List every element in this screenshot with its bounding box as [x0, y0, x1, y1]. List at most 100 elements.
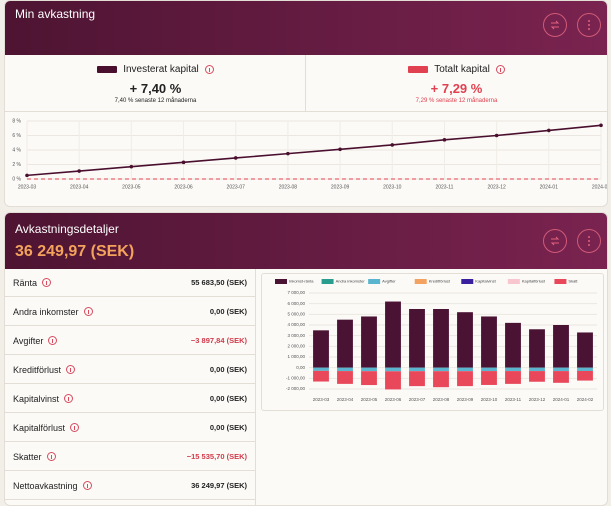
row-value: 0,00 (SEK) [209, 423, 247, 432]
swap-button[interactable] [543, 229, 567, 253]
detail-row: Kreditförlust 0,00 (SEK) [5, 356, 255, 384]
bar-segment [457, 312, 473, 368]
point [181, 160, 186, 165]
x-tick-label: 2023-09 [331, 184, 350, 190]
details-card: Avkastningsdetaljer 36 249,97 (SEK) Ränt… [4, 212, 608, 506]
y-tick-label: 1 000,00 [287, 354, 305, 359]
y-tick-label: 2 % [12, 162, 21, 168]
bar-segment [385, 301, 401, 368]
point [77, 169, 81, 173]
bar-segment [481, 316, 497, 368]
row-label-wrap: Kreditförlust [13, 364, 76, 375]
bar-segment [505, 367, 521, 372]
row-label: Andra inkomster [13, 306, 79, 317]
legend-item: Investerat kapital [5, 64, 306, 75]
row-label-wrap: Ränta [13, 277, 52, 288]
x-tick-label: 2023-06 [174, 184, 193, 190]
divider [305, 55, 306, 111]
x-tick-label: 2023-09 [457, 397, 474, 402]
legend-swatch [408, 66, 429, 73]
bar-segment [553, 371, 569, 383]
row-label: Nettoavkastning [13, 480, 78, 491]
bar-segment [361, 367, 377, 372]
legend-swatch [507, 279, 520, 284]
line-chart: 0 % 2 % 4 % 6 % 8 % 2023-03 2023-04 2023-05 2023… [12, 118, 607, 190]
point [233, 156, 238, 160]
row-label: Kapitalförlust [13, 422, 66, 433]
row-value: −3 897,84 (SEK) [190, 336, 247, 345]
x-tick-label: 2023-07 [227, 184, 246, 190]
legend-label: Kapitalförlust [522, 279, 546, 284]
bar-segment [361, 316, 377, 368]
x-tick-label: 2023-12 [529, 397, 546, 402]
legend-swatch [97, 66, 118, 73]
legend-item: Totalt kapital [306, 64, 607, 75]
y-tick-label: 6 000,00 [287, 301, 305, 306]
y-tick-label: 0,00 [296, 365, 305, 370]
bar-segment [553, 325, 569, 368]
row-label-wrap: Skatter [13, 452, 56, 462]
x-tick-label: 2023-08 [433, 397, 450, 402]
y-tick-label: 4 % [12, 147, 21, 153]
bar-segment [529, 371, 545, 382]
info-icon [83, 307, 93, 316]
detail-row: Avgifter −3 897,84 (SEK) [5, 327, 255, 355]
legend-label: Investerat kapital [123, 64, 199, 75]
row-value: 0,00 (SEK) [209, 307, 247, 316]
row-label: Ränta [13, 277, 38, 288]
y-tick-label: 5 000,00 [287, 312, 305, 317]
bar-segment [361, 371, 377, 386]
bar-segment [481, 371, 497, 385]
menu-button[interactable] [577, 13, 601, 37]
divider [255, 269, 256, 505]
point [599, 123, 603, 128]
row-label: Kreditförlust [13, 364, 62, 375]
bar-segment [337, 367, 353, 372]
x-tick-label: 2024-02 [577, 397, 594, 402]
info-icon [42, 278, 52, 287]
legend-swatch [554, 279, 567, 284]
x-tick-label: 2023-04 [337, 397, 354, 402]
legend-label: Andra inkomster [336, 279, 366, 284]
swap-button[interactable] [543, 13, 567, 37]
x-tick-label: 2023-04 [70, 184, 89, 190]
info-icon [82, 481, 92, 490]
bar-segment [433, 309, 449, 368]
info-icon [66, 365, 76, 374]
x-tick-label: 2023-03 [18, 184, 37, 190]
card-title: Min avkastning [15, 7, 96, 21]
menu-icon [588, 236, 590, 246]
menu-icon [588, 20, 590, 30]
x-tick-label: 2023-11 [435, 184, 453, 190]
y-tick-label: -1 000,00 [286, 376, 306, 381]
y-tick-label: 4 000,00 [287, 322, 305, 327]
menu-button[interactable] [577, 229, 601, 253]
y-tick-label: 2 000,00 [287, 344, 305, 349]
legend-swatch [321, 279, 334, 284]
row-value: −15 535,70 (SEK) [186, 452, 247, 461]
card-header: Avkastningsdetaljer 36 249,97 (SEK) [5, 213, 607, 269]
y-tick-label: 3 000,00 [287, 333, 305, 338]
point [494, 133, 499, 138]
bar-segment [385, 371, 401, 390]
point [338, 147, 342, 152]
y-tick-label: 0 % [12, 176, 21, 182]
bar-segment [457, 367, 473, 372]
summary: Investerat kapital + 7,40 % 7,40 % senaste… [5, 55, 306, 111]
x-tick-label: 2024-01 [540, 184, 559, 190]
row-label-wrap: Avgifter [13, 336, 58, 346]
legend-label: Totalt kapital [434, 64, 490, 75]
detail-row: Nettoavkastning 36 249,97 (SEK) [5, 472, 255, 500]
bar-segment [505, 322, 521, 368]
bar-segment [577, 370, 593, 381]
row-value: 55 683,50 (SEK) [191, 278, 247, 287]
bar-segment [337, 319, 353, 368]
point [390, 143, 395, 147]
card-title: Avkastningsdetaljer [15, 222, 119, 236]
detail-row: Andra inkomster 0,00 (SEK) [5, 298, 255, 326]
bar-segment [385, 367, 401, 372]
legend-swatch [275, 279, 287, 284]
x-tick-label: 2023-05 [122, 184, 141, 190]
point [442, 138, 447, 142]
